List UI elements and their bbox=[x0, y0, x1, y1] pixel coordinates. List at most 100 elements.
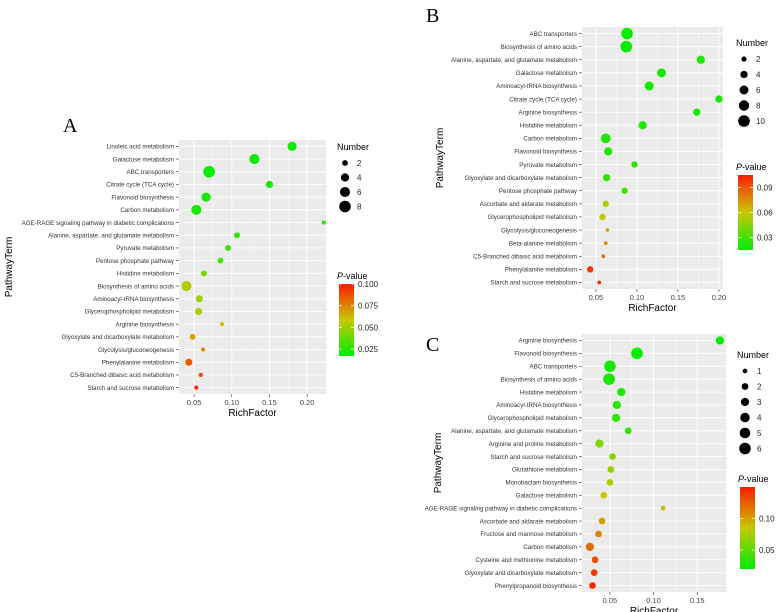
pathway-term-label: Starch and sucrose metabolism bbox=[490, 280, 577, 287]
pathway-term-label: Aminoacyl-tRNA biosynthesis bbox=[496, 83, 577, 90]
data-point bbox=[609, 453, 616, 460]
pvalue-colorbar bbox=[339, 284, 354, 356]
data-point bbox=[605, 228, 610, 232]
y-axis-title: PathwayTerm bbox=[435, 128, 446, 189]
chart-panel-b: B 0.05 0.10 0.15 0.20 ABC transporters Biosynt… bbox=[426, 5, 773, 314]
pathway-term-label: Alanine, aspartate, and glutamate metabo… bbox=[451, 57, 577, 64]
pathway-term-label: Pyruvate metabolism bbox=[519, 162, 577, 169]
size-legend-label: 8 bbox=[756, 102, 761, 111]
pvalue-legend-label: 0.050 bbox=[358, 323, 379, 332]
pathway-term-label: Citrate cycle (TCA cycle) bbox=[509, 96, 577, 103]
data-point bbox=[621, 27, 633, 40]
size-legend-label: 8 bbox=[357, 203, 362, 212]
data-point bbox=[585, 542, 594, 551]
pathway-term-label: Phenylalanine metabolism bbox=[505, 267, 577, 274]
pathway-term-label: Glycerophospholipid metabolism bbox=[488, 415, 577, 422]
pvalue-legend-title-suffix: -value bbox=[343, 271, 368, 281]
data-point bbox=[600, 491, 608, 499]
x-tick-label: 0.10 bbox=[224, 398, 239, 407]
pathway-term-label: Glycolysis/gluconeogenesis bbox=[501, 227, 577, 234]
pvalue-legend-title: P-value bbox=[738, 474, 769, 484]
size-legend-label: 5 bbox=[757, 429, 762, 438]
pathway-term-label: Arginine biosynthesis bbox=[519, 338, 577, 345]
size-legend-dot bbox=[739, 85, 749, 95]
x-tick-label: 0.05 bbox=[603, 596, 618, 605]
data-point bbox=[203, 165, 215, 178]
size-legend-dot bbox=[740, 412, 750, 423]
pathway-term-label: Alanine, aspartate, and glutamate metabo… bbox=[48, 232, 174, 239]
data-point bbox=[644, 81, 654, 91]
pathway-term-label: AGE-RAGE signaling pathway in diabetic c… bbox=[425, 505, 577, 512]
data-point bbox=[287, 141, 297, 151]
pathway-term-label: Beta-alanine metabolism bbox=[509, 240, 577, 247]
pathway-term-label: Cysteine and methionine metabolism bbox=[476, 557, 577, 564]
pvalue-legend-label: 0.09 bbox=[757, 184, 773, 193]
data-point bbox=[715, 95, 723, 103]
data-point bbox=[621, 187, 628, 194]
data-point bbox=[601, 254, 606, 259]
data-point bbox=[638, 121, 647, 130]
pathway-term-label: Carbon metabolism bbox=[523, 136, 577, 143]
pathway-term-label: Arginine biosynthesis bbox=[116, 321, 174, 328]
pathway-term-label: Linoleic acid metabolism bbox=[107, 144, 174, 151]
x-tick-label: 0.15 bbox=[671, 293, 686, 302]
pathway-term-label: Histidine metabolism bbox=[117, 271, 174, 278]
size-legend-label: 2 bbox=[357, 159, 362, 168]
pathway-term-label: Pentose phosphate pathway bbox=[499, 188, 578, 195]
data-point bbox=[587, 266, 594, 273]
size-legend-label: 6 bbox=[756, 86, 761, 95]
pathway-term-label: Glycerophospholipid metabolism bbox=[85, 309, 174, 316]
pvalue-legend-label: 0.075 bbox=[358, 302, 379, 311]
size-legend-dot bbox=[740, 70, 748, 79]
pvalue-colorbar bbox=[738, 175, 753, 250]
pathway-term-label: Glycerophospholipid metabolism bbox=[488, 214, 577, 221]
pathway-term-label: Glyoxylate and dicarboxylate metabolism bbox=[465, 175, 577, 182]
data-point bbox=[249, 154, 260, 165]
pathway-term-label: Flavonoid biosynthesis bbox=[111, 194, 174, 201]
pathway-term-label: Galactose metabolism bbox=[113, 156, 174, 163]
data-point bbox=[624, 427, 632, 435]
size-legend-dot bbox=[739, 442, 751, 455]
pathway-term-label: Histidine metabolism bbox=[520, 122, 577, 129]
x-axis-title: RichFactor bbox=[228, 408, 277, 419]
data-point bbox=[201, 192, 211, 202]
size-legend-dot bbox=[342, 160, 348, 166]
pathway-term-label: Monobactam biosynthesis bbox=[505, 480, 577, 487]
data-point bbox=[696, 55, 705, 64]
data-point bbox=[631, 161, 638, 168]
chart-panel-a: A 0.05 0.10 0.15 0.20 Linoleic acid metabolis… bbox=[4, 115, 379, 419]
size-legend-label: 3 bbox=[757, 398, 762, 407]
data-point bbox=[195, 307, 203, 316]
data-point bbox=[606, 479, 614, 486]
size-legend-label: 2 bbox=[757, 383, 762, 392]
pathway-term-label: ABC transporters bbox=[530, 31, 577, 38]
pathway-term-label: ABC transporters bbox=[530, 363, 577, 370]
pathway-term-label: Biosynthesis of amino acids bbox=[501, 44, 577, 51]
x-tick-label: 0.15 bbox=[690, 596, 705, 605]
x-tick-label: 0.15 bbox=[262, 398, 277, 407]
data-point bbox=[602, 200, 609, 208]
size-legend-dot bbox=[738, 115, 750, 127]
pvalue-legend-label: 0.100 bbox=[358, 280, 379, 289]
pathway-term-label: Phenylpropanoid biosynthesis bbox=[495, 583, 577, 590]
pvalue-legend-title-p: P bbox=[738, 474, 744, 484]
panel-letter: C bbox=[426, 334, 439, 356]
pathway-term-label: Aminoacyl-tRNA biosynthesis bbox=[496, 402, 577, 409]
data-point bbox=[607, 466, 615, 473]
data-point bbox=[598, 517, 606, 525]
data-point bbox=[265, 180, 274, 189]
x-tick-label: 0.20 bbox=[712, 293, 727, 302]
pathway-term-label: Aminoacyl-tRNA biosynthesis bbox=[93, 296, 174, 303]
pathway-term-label: Carbon metabolism bbox=[523, 544, 577, 551]
data-point bbox=[198, 372, 203, 378]
size-legend-dot bbox=[340, 173, 350, 182]
pathway-term-label: Galactose metabolism bbox=[516, 70, 577, 77]
data-point bbox=[602, 173, 611, 182]
data-point bbox=[603, 241, 608, 245]
pvalue-legend-label: 0.025 bbox=[358, 345, 379, 354]
data-point bbox=[321, 220, 326, 225]
pathway-term-label: AGE-RAGE signaling pathway in diabetic c… bbox=[22, 220, 174, 227]
size-legend-dot bbox=[339, 186, 351, 198]
pvalue-legend-title-suffix: -value bbox=[742, 162, 767, 172]
